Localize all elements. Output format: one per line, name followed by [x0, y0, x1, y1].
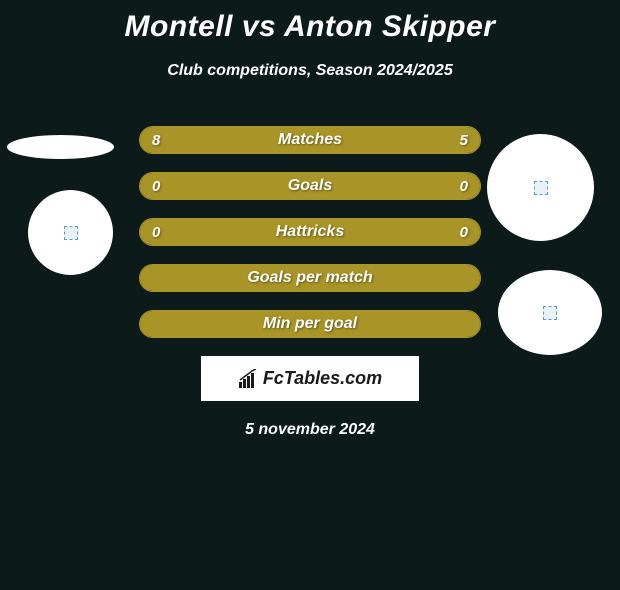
stat-row: Min per goal [139, 310, 481, 338]
branding-bar: FcTables.com [201, 356, 419, 401]
decor-circle-left [28, 190, 113, 275]
stat-label: Goals [288, 177, 332, 195]
stat-label: Hattricks [276, 223, 344, 241]
stat-left-value: 0 [152, 224, 160, 241]
stat-left-value: 0 [152, 178, 160, 195]
stat-label: Min per goal [263, 315, 357, 333]
stat-row: 0 0 Goals [139, 172, 481, 200]
decor-circle-right-top [487, 134, 594, 241]
placeholder-image-icon [534, 181, 548, 195]
stat-right-value: 0 [460, 178, 468, 195]
placeholder-image-icon [543, 306, 557, 320]
stat-label: Matches [278, 131, 342, 149]
comparison-subtitle: Club competitions, Season 2024/2025 [0, 62, 620, 80]
comparison-title: Montell vs Anton Skipper [0, 10, 620, 44]
stat-row: 0 0 Hattricks [139, 218, 481, 246]
placeholder-image-icon [64, 226, 78, 240]
decor-circle-right-bottom [498, 270, 602, 355]
branding-text: FcTables.com [263, 368, 382, 389]
stat-row: Goals per match [139, 264, 481, 292]
branding-chart-icon [238, 369, 260, 389]
date-text: 5 november 2024 [0, 421, 620, 439]
stat-left-value: 8 [152, 132, 160, 149]
stat-label: Goals per match [247, 269, 372, 287]
stat-row: 8 5 Matches [139, 126, 481, 154]
decor-ellipse-top-left [7, 135, 114, 159]
stat-right-value: 0 [460, 224, 468, 241]
stat-right-value: 5 [460, 132, 468, 149]
